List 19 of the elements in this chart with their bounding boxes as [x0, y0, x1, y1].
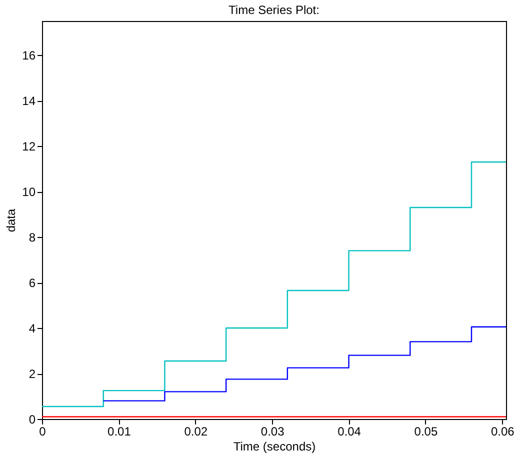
x-tick-label: 0.02 — [184, 424, 208, 438]
y-tick-label: 10 — [22, 185, 36, 200]
x-tick-label: 0.05 — [414, 424, 438, 438]
y-tick-label: 2 — [28, 367, 36, 382]
x-tick-label: 0.04 — [338, 424, 362, 438]
y-tick-label: 14 — [22, 94, 36, 108]
chart-title: Time Series Plot: — [228, 3, 320, 17]
y-tick-label: 16 — [22, 48, 36, 63]
x-tick-label: 0.06 — [490, 424, 515, 438]
x-tick-label: 0 — [39, 424, 46, 438]
x-tick-label: 0.03 — [260, 424, 285, 438]
y-tick-label: 0 — [28, 412, 36, 426]
y-tick-label: 12 — [22, 140, 36, 154]
y-axis-title: data — [4, 208, 18, 232]
x-tick-label: 0.01 — [108, 424, 132, 438]
x-axis-title: Time (seconds) — [233, 440, 316, 454]
y-tick-label: 4 — [28, 322, 36, 336]
y-tick-label: 6 — [28, 276, 36, 290]
y-tick-label: 8 — [28, 230, 36, 245]
